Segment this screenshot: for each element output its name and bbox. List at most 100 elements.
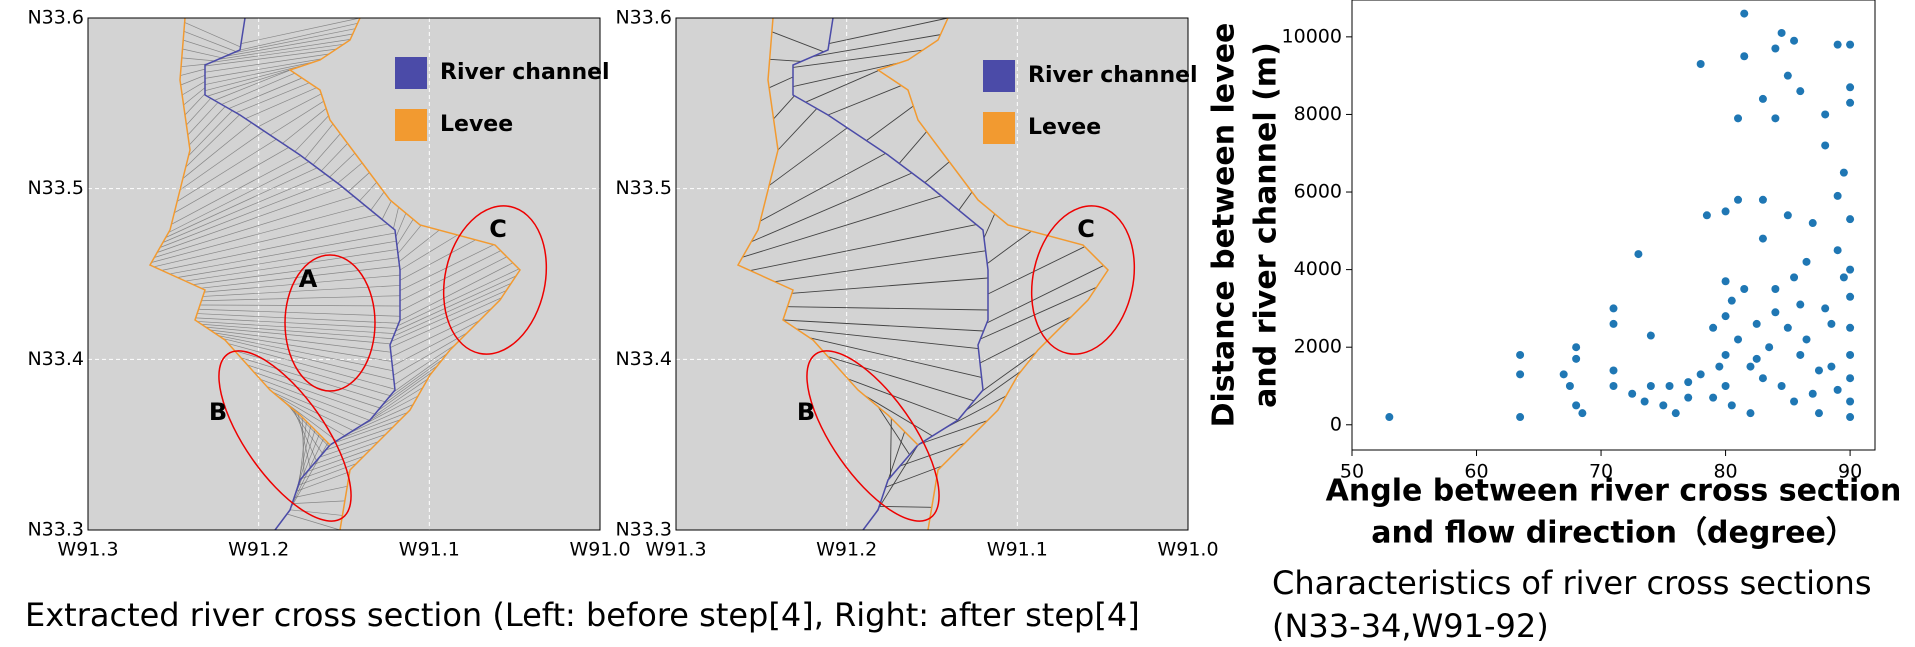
point bbox=[1834, 192, 1842, 200]
y-tick-label: N33.6 bbox=[27, 7, 84, 29]
region-label: B bbox=[797, 398, 815, 426]
point bbox=[1647, 332, 1655, 340]
point bbox=[1765, 343, 1773, 351]
point bbox=[1516, 351, 1524, 359]
y-tick-label: N33.4 bbox=[615, 348, 672, 370]
point bbox=[1740, 285, 1748, 293]
point bbox=[1821, 110, 1829, 118]
point bbox=[1771, 308, 1779, 316]
point bbox=[1734, 114, 1742, 122]
y-tick-label: N33.3 bbox=[27, 519, 84, 541]
point bbox=[1740, 52, 1748, 60]
point bbox=[1790, 37, 1798, 45]
point bbox=[1753, 355, 1761, 363]
point bbox=[1784, 72, 1792, 80]
region-label: C bbox=[1077, 215, 1095, 243]
legend-swatch bbox=[395, 57, 427, 89]
point bbox=[1703, 211, 1711, 219]
point bbox=[1684, 378, 1692, 386]
y-tick-label: N33.4 bbox=[27, 348, 84, 370]
y-tick-label: N33.5 bbox=[615, 177, 672, 199]
map-background bbox=[88, 18, 600, 530]
point bbox=[1746, 409, 1754, 417]
y-tick-label: N33.6 bbox=[615, 7, 672, 29]
point bbox=[1846, 351, 1854, 359]
point bbox=[1840, 273, 1848, 281]
point bbox=[1634, 250, 1642, 258]
legend-swatch bbox=[983, 112, 1015, 144]
point bbox=[1516, 413, 1524, 421]
point bbox=[1778, 29, 1786, 37]
y-tick-label: 2000 bbox=[1294, 336, 1342, 358]
point bbox=[1778, 382, 1786, 390]
point bbox=[1821, 141, 1829, 149]
point bbox=[1641, 398, 1649, 406]
point bbox=[1784, 324, 1792, 332]
legend-label: Levee bbox=[1028, 115, 1101, 140]
legend-swatch bbox=[983, 60, 1015, 92]
point bbox=[1790, 273, 1798, 281]
y-axis-label: and river channel (m) bbox=[1249, 42, 1284, 408]
legend-label: River channel bbox=[1028, 63, 1198, 88]
y-tick-label: N33.5 bbox=[27, 177, 84, 199]
x-tick-label: W91.3 bbox=[645, 539, 706, 561]
point bbox=[1697, 370, 1705, 378]
point bbox=[1846, 83, 1854, 91]
point bbox=[1771, 44, 1779, 52]
point bbox=[1834, 246, 1842, 254]
point bbox=[1610, 366, 1618, 374]
point bbox=[1771, 285, 1779, 293]
point bbox=[1846, 293, 1854, 301]
point bbox=[1728, 297, 1736, 305]
legend-swatch bbox=[395, 109, 427, 141]
point bbox=[1846, 374, 1854, 382]
legend-label: River channel bbox=[440, 60, 610, 85]
point bbox=[1560, 370, 1568, 378]
point bbox=[1728, 401, 1736, 409]
point bbox=[1759, 95, 1767, 103]
x-tick-label: W91.0 bbox=[569, 539, 630, 561]
point bbox=[1759, 374, 1767, 382]
point bbox=[1846, 398, 1854, 406]
point bbox=[1709, 394, 1717, 402]
point bbox=[1846, 99, 1854, 107]
y-tick-label: 0 bbox=[1330, 413, 1342, 435]
x-tick-label: W91.2 bbox=[228, 539, 289, 561]
x-axis-label: Angle between river cross section bbox=[1326, 474, 1902, 509]
point bbox=[1790, 398, 1798, 406]
point bbox=[1759, 196, 1767, 204]
point bbox=[1672, 409, 1680, 417]
point bbox=[1746, 363, 1754, 371]
point bbox=[1628, 390, 1636, 398]
y-tick-label: 6000 bbox=[1294, 181, 1342, 203]
y-axis-label: Distance between levee bbox=[1207, 23, 1242, 428]
point bbox=[1803, 258, 1811, 266]
point bbox=[1796, 87, 1804, 95]
point bbox=[1846, 41, 1854, 49]
point bbox=[1834, 41, 1842, 49]
point bbox=[1722, 382, 1730, 390]
point bbox=[1572, 343, 1580, 351]
region-label: B bbox=[209, 398, 227, 426]
point bbox=[1709, 324, 1717, 332]
point bbox=[1722, 277, 1730, 285]
point bbox=[1572, 355, 1580, 363]
point bbox=[1722, 351, 1730, 359]
point bbox=[1684, 394, 1692, 402]
point bbox=[1827, 363, 1835, 371]
figure: Extracted river cross section (Left: bef… bbox=[0, 0, 1915, 647]
caption: (N33-34,W91-92) bbox=[1272, 607, 1549, 645]
point bbox=[1715, 363, 1723, 371]
point bbox=[1516, 370, 1524, 378]
point bbox=[1759, 235, 1767, 243]
legend-label: Levee bbox=[440, 112, 513, 137]
point bbox=[1846, 215, 1854, 223]
y-tick-label: N33.3 bbox=[615, 519, 672, 541]
point bbox=[1740, 10, 1748, 18]
point bbox=[1659, 401, 1667, 409]
point bbox=[1578, 409, 1586, 417]
x-tick-label: W91.1 bbox=[399, 539, 460, 561]
point bbox=[1666, 382, 1674, 390]
